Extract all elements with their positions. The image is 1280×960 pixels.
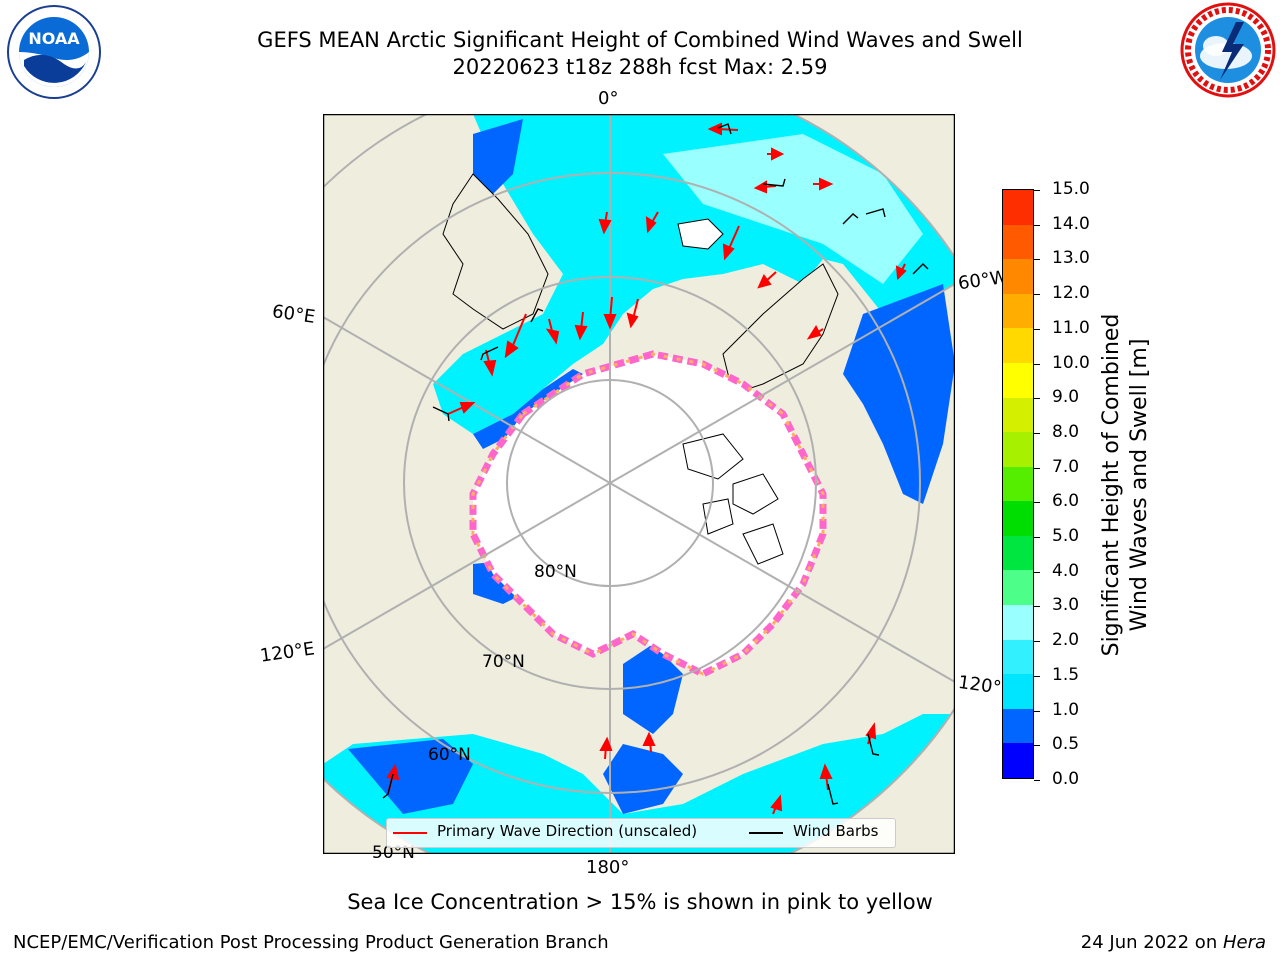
colorbar-tick	[1034, 363, 1040, 365]
noaa-logo-text: NOAA	[28, 29, 80, 48]
sea-ice	[473, 354, 823, 674]
colorbar-segment	[1003, 259, 1033, 294]
sea-ice-note: Sea Ice Concentration > 15% is shown in …	[347, 890, 933, 914]
colorbar-segment	[1003, 362, 1033, 398]
colorbar-tick	[1034, 398, 1040, 400]
colorbar-tick-label: 7.0	[1052, 456, 1080, 477]
wind-barbs	[382, 123, 929, 805]
colorbar-segment	[1003, 328, 1033, 363]
footer-host: Hera	[1222, 932, 1266, 953]
map-subtitle: 20220623 t18z 288h fcst Max: 2.59	[452, 55, 828, 79]
lat-label-50n: 50°N	[372, 843, 415, 863]
colorbar-tick-label: 14.0	[1052, 213, 1090, 234]
footer-right: 24 Jun 2022 on Hera	[1081, 932, 1266, 953]
colorbar-tick	[1034, 675, 1040, 677]
colorbar-title-line2: Wind Waves and Swell [m]	[1127, 338, 1152, 632]
map-title: GEFS MEAN Arctic Significant Height of C…	[257, 28, 1023, 52]
wave-arrows	[386, 122, 907, 815]
nws-logo	[1180, 2, 1276, 98]
map-legend: Primary Wave Direction (unscaled) Wind B…	[386, 818, 896, 848]
colorbar-segment	[1003, 501, 1033, 536]
high-wave-region	[663, 134, 923, 284]
lat-label-80n: 80°N	[534, 562, 577, 582]
colorbar-tick-label: 3.0	[1052, 595, 1080, 616]
colorbar-tick-label: 0.0	[1052, 769, 1080, 789]
wave-direction-swatch	[393, 832, 427, 834]
colorbar-tick	[1034, 467, 1040, 469]
colorbar-tick	[1034, 502, 1040, 504]
colorbar-tick	[1034, 641, 1040, 643]
colorbar-segment	[1003, 293, 1033, 329]
colorbar-tick	[1034, 190, 1040, 191]
colorbar-segment	[1003, 708, 1033, 744]
colorbar-tick	[1034, 710, 1040, 712]
colorbar-tick-label: 11.0	[1052, 317, 1090, 338]
colorbar-tick-label: 2.0	[1052, 630, 1080, 651]
footer-date: 24 Jun 2022 on	[1080, 932, 1223, 953]
colorbar-tick	[1034, 571, 1040, 573]
colorbar-tick	[1034, 745, 1040, 747]
colorbar-tick	[1034, 780, 1040, 781]
colorbar-segment	[1003, 570, 1033, 606]
graticule	[323, 114, 955, 854]
colorbar-tick-label: 6.0	[1052, 491, 1080, 512]
lon-label-120e: 120°E	[258, 638, 316, 667]
colorbar-segment	[1003, 535, 1033, 571]
colorbar-tick-label: 5.0	[1052, 526, 1080, 547]
colorbar-segment	[1003, 466, 1033, 502]
colorbar-segment	[1003, 639, 1033, 675]
lat-label-70n: 70°N	[482, 652, 525, 672]
colorbar-tick-label: 8.0	[1052, 421, 1080, 442]
lon-label-0: 0°	[598, 88, 619, 109]
colorbar-tick-label: 13.0	[1052, 248, 1090, 269]
colorbar-title: Significant Height of Combined Wind Wave…	[1098, 314, 1154, 657]
legend-wind-label: Wind Barbs	[793, 822, 879, 840]
map-frame	[323, 114, 955, 854]
colorbar-tick	[1034, 537, 1040, 539]
bering-waves	[603, 744, 683, 814]
colorbar-tick-label: 4.0	[1052, 560, 1080, 581]
footer-left: NCEP/EMC/Verification Post Processing Pr…	[13, 932, 609, 953]
colorbar-tick	[1034, 294, 1040, 296]
noaa-logo: NOAA	[7, 5, 101, 99]
colorbar-segment	[1003, 190, 1033, 225]
colorbar-tick-label: 1.0	[1052, 699, 1080, 720]
colorbar-segment	[1003, 224, 1033, 260]
colorbar-segment	[1003, 605, 1033, 640]
okhotsk-waves	[348, 739, 473, 814]
colorbar-segment	[1003, 397, 1033, 433]
colorbar-tick	[1034, 259, 1040, 261]
chukchi-waves	[623, 644, 683, 734]
colorbar-title-line1: Significant Height of Combined	[1099, 313, 1124, 657]
iceland	[677, 218, 724, 250]
canadian-archipelago	[682, 433, 784, 565]
colorbar-tick	[1034, 432, 1040, 434]
colorbar-tick-label: 15.0	[1052, 179, 1090, 199]
scandinavia	[442, 173, 549, 330]
colorbar-segment	[1003, 432, 1033, 467]
colorbar-tick-label: 1.5	[1052, 664, 1080, 685]
legend-wave-label: Primary Wave Direction (unscaled)	[437, 822, 698, 840]
lat-label-60n: 60°N	[428, 745, 471, 765]
colorbar-tick-label: 10.0	[1052, 352, 1090, 373]
colorbar-segment	[1003, 743, 1033, 778]
colorbar-tick	[1034, 606, 1040, 608]
lon-label-60e: 60°E	[270, 301, 317, 328]
colorbar-segment	[1003, 674, 1033, 709]
ice-edge	[469, 350, 827, 678]
colorbar-tick	[1034, 328, 1040, 330]
colorbar-tick	[1034, 224, 1040, 226]
arctic-map	[323, 114, 955, 854]
colorbar-tick-label: 0.5	[1052, 734, 1080, 755]
hudson-waters	[843, 284, 955, 504]
wind-barb-swatch	[749, 832, 783, 834]
colorbar-tick-label: 12.0	[1052, 283, 1090, 304]
lon-label-180: 180°	[586, 857, 630, 878]
colorbar-tick-label: 9.0	[1052, 387, 1080, 408]
colorbar	[1002, 189, 1034, 779]
